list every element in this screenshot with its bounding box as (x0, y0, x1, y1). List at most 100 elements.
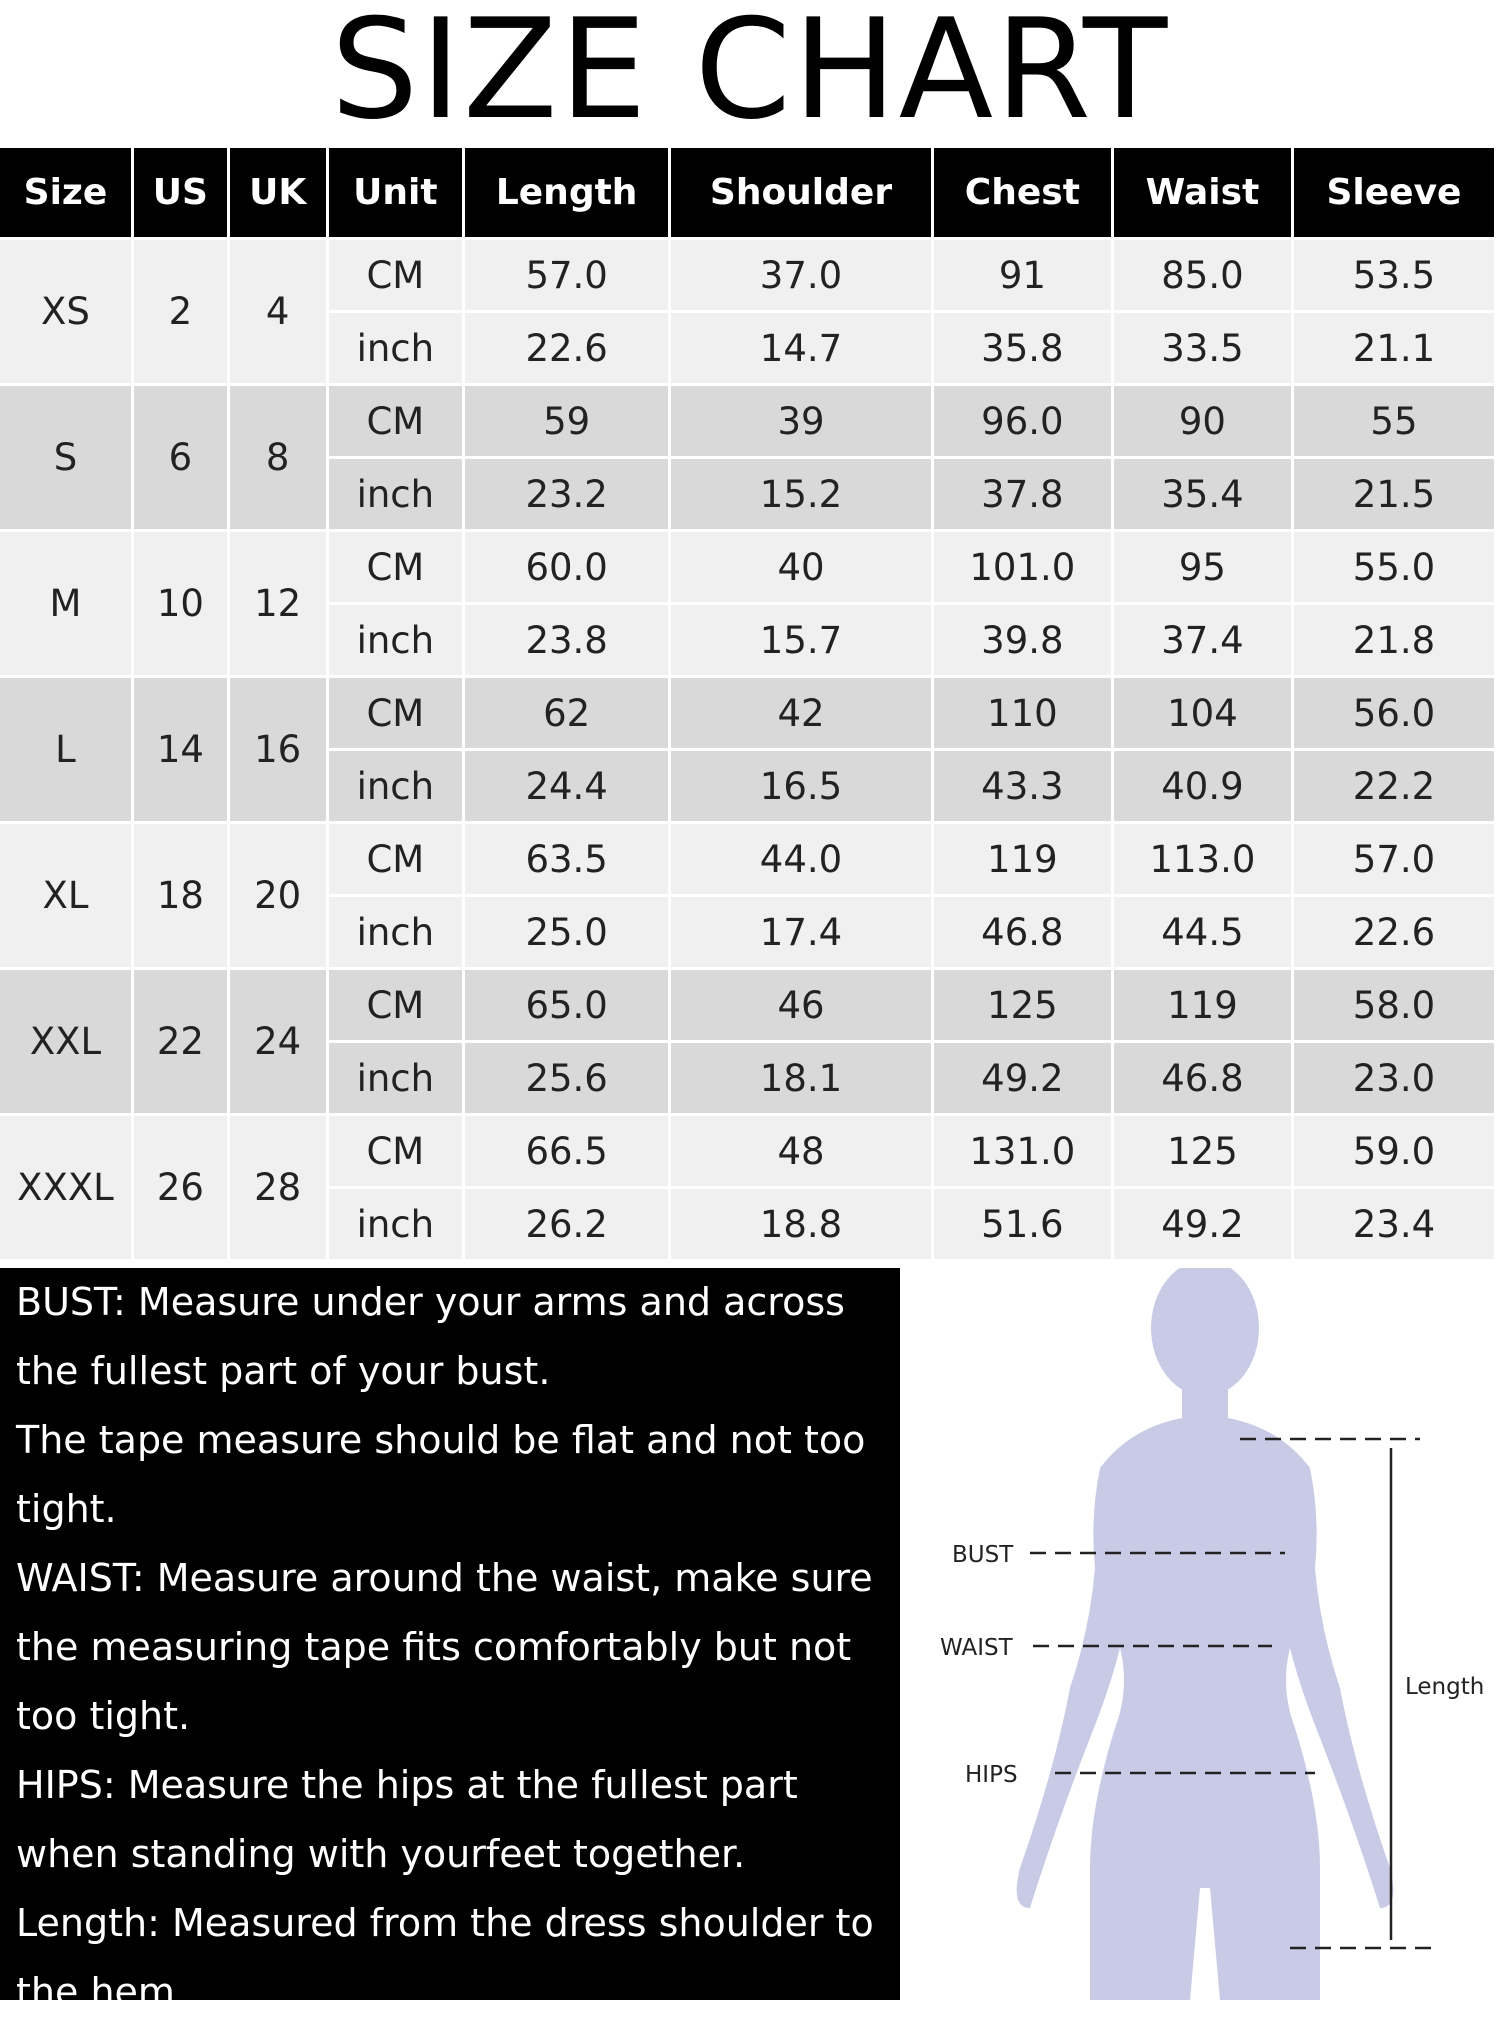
measure-cell: 59 (465, 386, 669, 456)
hips-label: HIPS (965, 1762, 1018, 1788)
measure-cell: 57.0 (465, 240, 669, 310)
measure-cell: 22.6 (465, 313, 669, 383)
measure-cell: 56.0 (1293, 678, 1494, 748)
header-row: Size US UK Unit Length Shoulder Chest Waist Slee… (0, 148, 1494, 237)
measure-cell: 53.5 (1293, 240, 1494, 310)
measure-cell: 63.5 (465, 824, 669, 894)
measure-cell: 49.2 (933, 1043, 1111, 1113)
measure-cell: 17.4 (671, 897, 931, 967)
table-row: inch 22.6 14.7 35.8 33.5 21.1 (0, 313, 1494, 383)
column-header: US (133, 148, 227, 237)
uk-cell: 16 (229, 678, 326, 821)
table-row: S 6 8 CM 59 39 96.0 90 55 (0, 386, 1494, 529)
measure-cell: 95 (1113, 532, 1291, 602)
measure-cell: 125 (1113, 1116, 1291, 1186)
measure-cell: 101.0 (933, 532, 1111, 602)
uk-cell: 20 (229, 824, 326, 967)
measure-cell: 40.9 (1113, 751, 1291, 821)
unit-cell: CM (328, 678, 463, 748)
measure-cell: 35.4 (1113, 459, 1291, 529)
measure-cell: 59.0 (1293, 1116, 1494, 1186)
unit-cell: CM (328, 970, 463, 1040)
table-row: M 10 12 CM 60.0 40 101.0 95 55.0 (0, 532, 1494, 675)
unit-cell: inch (328, 459, 463, 529)
note-text: The tape measure should be flat and not … (16, 1418, 866, 1531)
measure-cell: 62 (465, 678, 669, 748)
us-cell: 10 (133, 532, 227, 675)
measure-cell: 26.2 (465, 1189, 669, 1259)
unit-cell: inch (328, 1189, 463, 1259)
measure-cell: 14.7 (671, 313, 931, 383)
measure-cell: 46.8 (933, 897, 1111, 967)
measure-cell: 21.8 (1293, 605, 1494, 675)
measure-cell: 39 (671, 386, 931, 456)
table-row: inch 25.0 17.4 46.8 44.5 22.6 (0, 897, 1494, 967)
measure-cell: 37.0 (671, 240, 931, 310)
measure-cell: 125 (933, 970, 1111, 1040)
measure-cell: 23.8 (465, 605, 669, 675)
silhouette (1016, 1268, 1394, 2000)
unit-cell: CM (328, 532, 463, 602)
waist-label: WAIST (940, 1635, 1014, 1661)
unit-cell: CM (328, 1116, 463, 1186)
us-cell: 26 (133, 1116, 227, 1259)
measure-cell: 46.8 (1113, 1043, 1291, 1113)
measure-cell: 58.0 (1293, 970, 1494, 1040)
column-header: Sleeve (1293, 148, 1494, 237)
measure-cell: 119 (1113, 970, 1291, 1040)
table-row: XL 18 20 CM 63.5 44.0 119 113.0 57.0 (0, 824, 1494, 967)
measure-cell: 18.1 (671, 1043, 931, 1113)
measure-cell: 18.8 (671, 1189, 931, 1259)
table-row: L 14 16 CM 62 42 110 104 56.0 (0, 678, 1494, 821)
bust-label: BUST (952, 1542, 1014, 1568)
measure-cell: 104 (1113, 678, 1291, 748)
table-row: inch 24.4 16.5 43.3 40.9 22.2 (0, 751, 1494, 821)
measure-cell: 21.5 (1293, 459, 1494, 529)
unit-cell: CM (328, 824, 463, 894)
unit-cell: inch (328, 751, 463, 821)
measure-cell: 15.7 (671, 605, 931, 675)
measure-cell: 33.5 (1113, 313, 1291, 383)
unit-cell: inch (328, 313, 463, 383)
table-row: XS 2 4 CM 57.0 37.0 91 85.0 53.5 (0, 240, 1494, 383)
measure-cell: 55.0 (1293, 532, 1494, 602)
measure-cell: 39.8 (933, 605, 1111, 675)
measure-cell: 49.2 (1113, 1189, 1291, 1259)
measure-cell: 25.6 (465, 1043, 669, 1113)
column-header: Size (0, 148, 131, 237)
uk-cell: 4 (229, 240, 326, 383)
guides (1030, 1437, 1440, 1950)
size-cell: XXL (0, 970, 131, 1113)
measure-cell: 131.0 (933, 1116, 1111, 1186)
column-header: Shoulder (671, 148, 931, 237)
measure-cell: 15.2 (671, 459, 931, 529)
column-header: Chest (933, 148, 1111, 237)
measure-cell: 57.0 (1293, 824, 1494, 894)
unit-cell: inch (328, 605, 463, 675)
measure-cell: 90 (1113, 386, 1291, 456)
table-row: inch 25.6 18.1 49.2 46.8 23.0 (0, 1043, 1494, 1113)
size-cell: XS (0, 240, 131, 383)
note-text: Length: Measured from the dress shoulder… (16, 1901, 874, 2014)
unit-cell: inch (328, 1043, 463, 1113)
unit-cell: inch (328, 897, 463, 967)
size-cell: XXXL (0, 1116, 131, 1259)
table-row: XXXL 26 28 CM 66.5 48 131.0 125 59.0 (0, 1116, 1494, 1259)
measure-cell: 40 (671, 532, 931, 602)
uk-cell: 8 (229, 386, 326, 529)
measure-cell: 48 (671, 1116, 931, 1186)
measure-cell: 23.4 (1293, 1189, 1494, 1259)
uk-cell: 12 (229, 532, 326, 675)
measure-cell: 44.5 (1113, 897, 1291, 967)
measure-cell: 44.0 (671, 824, 931, 894)
measure-cell: 22.6 (1293, 897, 1494, 967)
notes: BUST: Measure under your arms and across… (0, 1268, 900, 2014)
measure-cell: 110 (933, 678, 1111, 748)
measure-cell: 25.0 (465, 897, 669, 967)
measure-cell: 42 (671, 678, 931, 748)
note-text: BUST: Measure under your arms and across… (16, 1280, 845, 1393)
column-header: Waist (1113, 148, 1291, 237)
measure-cell: 113.0 (1113, 824, 1291, 894)
size-table: Size US UK Unit Length Shoulder Chest Waist Slee… (0, 145, 1497, 1262)
